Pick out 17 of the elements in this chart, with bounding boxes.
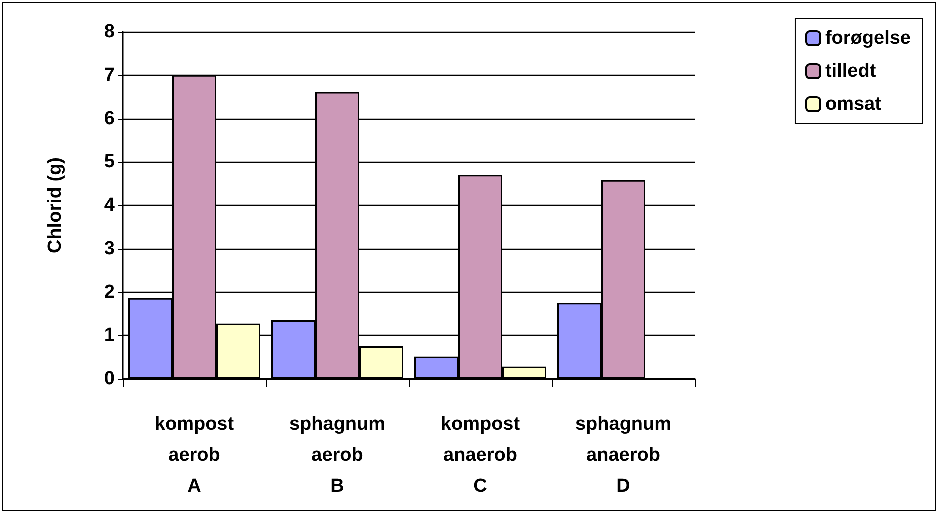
- y-tick-label: 8: [104, 22, 115, 42]
- y-tick-label: 4: [104, 195, 116, 216]
- y-tick-label: 7: [104, 64, 115, 86]
- y-tick-label: 1: [104, 325, 116, 346]
- y-axis-title: Chlorid (g): [45, 157, 66, 254]
- legend-label: tilledt: [825, 61, 877, 82]
- y-tick-label: 3: [104, 238, 115, 260]
- y-tick-label: 0: [104, 368, 115, 390]
- legend-label: forøgelse: [825, 28, 912, 49]
- x-tick-label: sphagnum aerob B: [289, 414, 386, 497]
- x-tick-label: kompost anaerob C: [440, 414, 521, 497]
- x-tick-label: sphagnum anaerob D: [575, 414, 672, 497]
- x-tick-label: kompost aerob A: [154, 414, 235, 497]
- y-tick-label: 6: [104, 108, 115, 130]
- y-tick-label: 5: [104, 152, 116, 173]
- y-tick-label: 2: [104, 282, 115, 303]
- legend-label: omsat: [825, 94, 882, 115]
